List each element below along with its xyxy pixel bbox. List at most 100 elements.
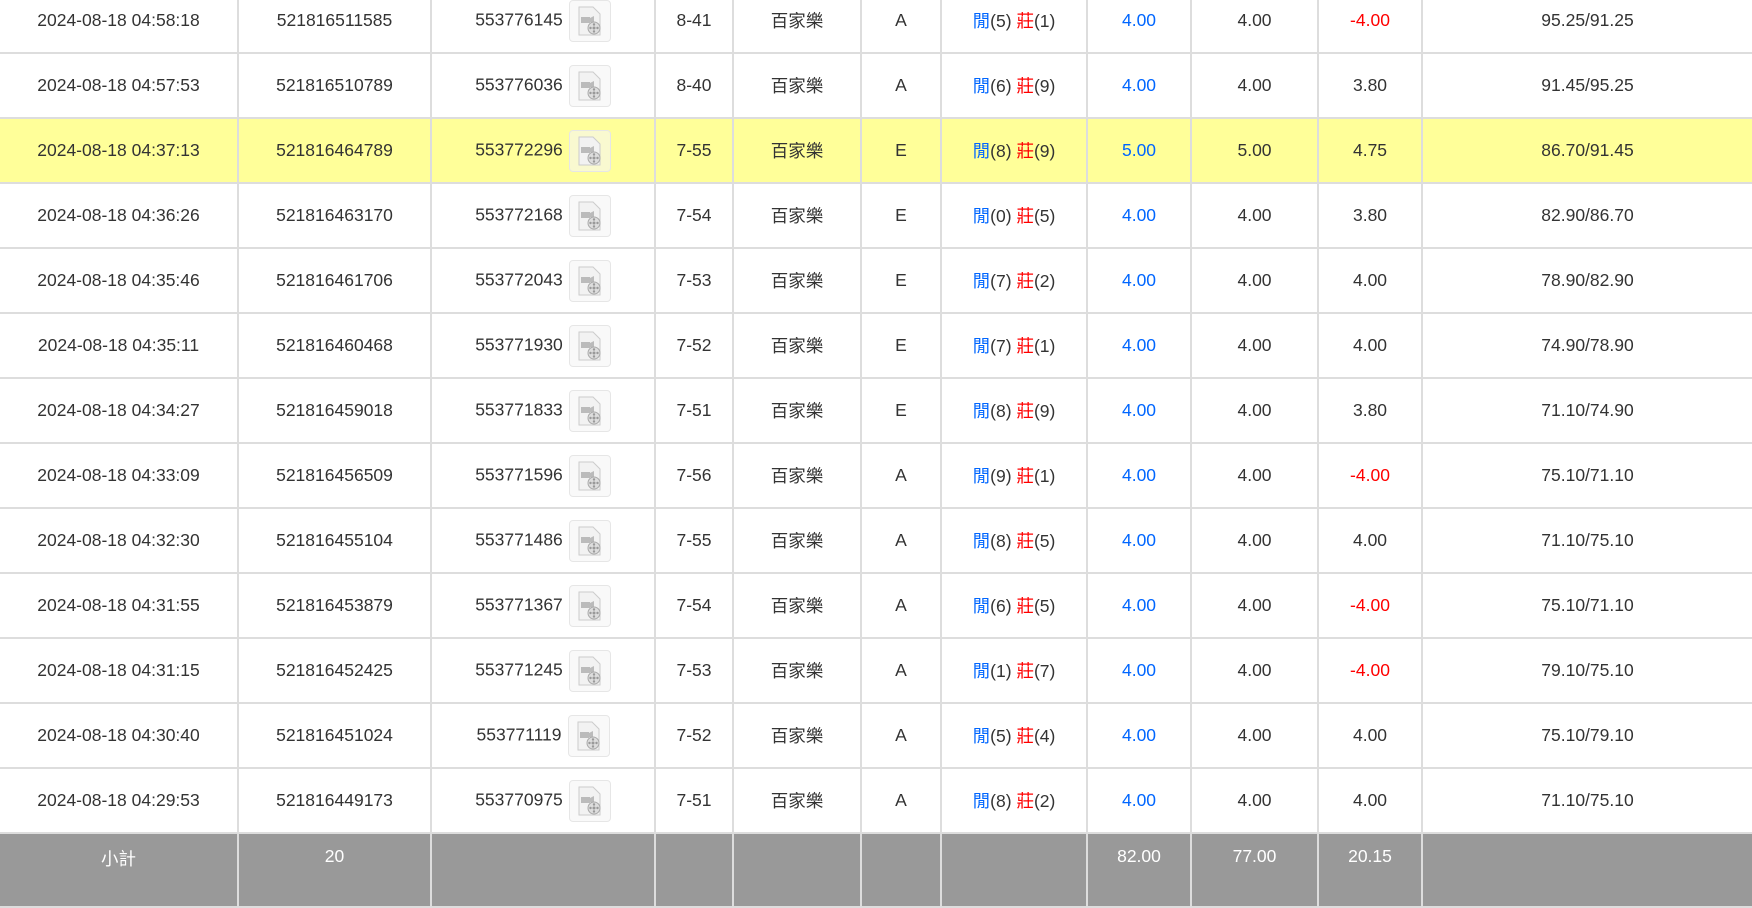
banker-score: (1) [1033,11,1056,31]
result: 閒(5) 莊(1) [940,0,1088,54]
round-id: 553771367 [475,594,563,615]
game-name: 百家樂 [732,182,862,249]
player-score: (8) [990,141,1012,161]
shoe-number: 7-54 [654,182,734,249]
banker-label: 莊 [1016,401,1034,421]
table-name: E [860,312,942,379]
video-replay-icon[interactable] [567,714,610,757]
shoe-number: 7-56 [654,442,734,509]
table-name: E [860,117,942,184]
round-cell: 553772168 [430,182,656,249]
game-name: 百家樂 [732,0,862,54]
video-replay-icon[interactable] [568,194,611,237]
round-id: 553772043 [475,269,563,290]
valid-amount: 4.00 [1190,637,1319,704]
shoe-number: 7-53 [654,247,734,314]
valid-amount: 4.00 [1190,702,1319,769]
player-label: 閒 [972,11,991,31]
video-replay-icon[interactable] [568,324,611,367]
bet-amount: 4.00 [1086,0,1192,54]
valid-amount: 4.00 [1190,182,1319,249]
valid-amount: 4.00 [1190,442,1319,509]
bet-time: 2024-08-18 04:29:53 [0,767,239,834]
banker-score: (5) [1033,596,1056,616]
round-cell: 553771596 [430,442,656,509]
table-name: E [860,247,942,314]
video-replay-icon[interactable] [568,129,611,172]
balance: 75.10/71.10 [1421,572,1752,639]
game-name: 百家樂 [732,572,862,639]
video-replay-icon[interactable] [568,0,611,42]
win-loss: -4.00 [1317,572,1423,639]
video-replay-icon[interactable] [568,259,611,302]
shoe-number: 7-52 [654,702,734,769]
banker-score: (9) [1033,141,1056,161]
banker-score: (5) [1033,206,1056,226]
player-label: 閒 [972,791,991,811]
round-id: 553771833 [475,399,563,420]
round-id: 553772168 [475,204,563,225]
video-replay-icon[interactable] [568,64,611,107]
video-replay-icon[interactable] [568,389,611,432]
banker-score: (9) [1033,401,1056,421]
round-id: 553771930 [475,334,563,355]
shoe-number: 8-40 [654,52,734,119]
round-cell: 553771245 [430,637,656,704]
win-loss: 4.75 [1317,117,1423,184]
subtotal-valid: 77.00 [1190,832,1319,908]
player-label: 閒 [972,401,991,421]
video-replay-icon[interactable] [568,519,611,562]
table-row: 2024-08-18 04:30:40 521816451024 5537711… [0,702,1752,769]
bet-time: 2024-08-18 04:34:27 [0,377,239,444]
shoe-number: 7-51 [654,767,734,834]
bet-amount: 4.00 [1086,377,1192,444]
result: 閒(6) 莊(9) [940,52,1088,119]
game-name: 百家樂 [732,117,862,184]
banker-score: (9) [1033,76,1056,96]
player-label: 閒 [972,466,991,486]
shoe-number: 7-54 [654,572,734,639]
bet-id: 521816459018 [237,377,432,444]
banker-score: (1) [1033,336,1056,356]
video-replay-icon[interactable] [568,584,611,627]
player-score: (9) [990,466,1012,486]
bet-amount: 4.00 [1086,507,1192,574]
result: 閒(8) 莊(5) [940,507,1088,574]
shoe-number: 7-53 [654,637,734,704]
bet-amount: 4.00 [1086,572,1192,639]
subtotal-count: 20 [237,832,432,908]
video-replay-icon[interactable] [568,779,611,822]
bet-id: 521816449173 [237,767,432,834]
balance: 75.10/71.10 [1421,442,1752,509]
table-name: A [860,767,942,834]
table-name: A [860,572,942,639]
table-row: 2024-08-18 04:29:53 521816449173 5537709… [0,767,1752,834]
table-row: 2024-08-18 04:31:55 521816453879 5537713… [0,572,1752,639]
bet-time: 2024-08-18 04:35:11 [0,312,239,379]
bet-time: 2024-08-18 04:58:18 [0,0,239,54]
video-replay-icon[interactable] [568,454,611,497]
bet-time: 2024-08-18 04:35:46 [0,247,239,314]
player-score: (6) [990,76,1012,96]
round-cell: 553771367 [430,572,656,639]
table-name: E [860,377,942,444]
shoe-number: 7-51 [654,377,734,444]
video-replay-icon[interactable] [568,649,611,692]
valid-amount: 4.00 [1190,767,1319,834]
table-row: 2024-08-18 04:32:30 521816455104 5537714… [0,507,1752,574]
bet-id: 521816463170 [237,182,432,249]
player-score: (7) [990,336,1012,356]
banker-label: 莊 [1016,206,1034,226]
table-row: 2024-08-18 04:58:18 521816511585 5537761… [0,0,1752,54]
balance: 78.90/82.90 [1421,247,1752,314]
banker-score: (5) [1033,531,1056,551]
round-id: 553771245 [475,659,563,680]
banker-score: (7) [1033,661,1056,681]
banker-label: 莊 [1016,661,1034,681]
banker-label: 莊 [1016,726,1034,746]
bet-amount: 4.00 [1086,702,1192,769]
table-row: 2024-08-18 04:36:26 521816463170 5537721… [0,182,1752,249]
bet-id: 521816451024 [237,702,432,769]
player-score: (8) [990,531,1012,551]
balance: 95.25/91.25 [1421,0,1752,54]
